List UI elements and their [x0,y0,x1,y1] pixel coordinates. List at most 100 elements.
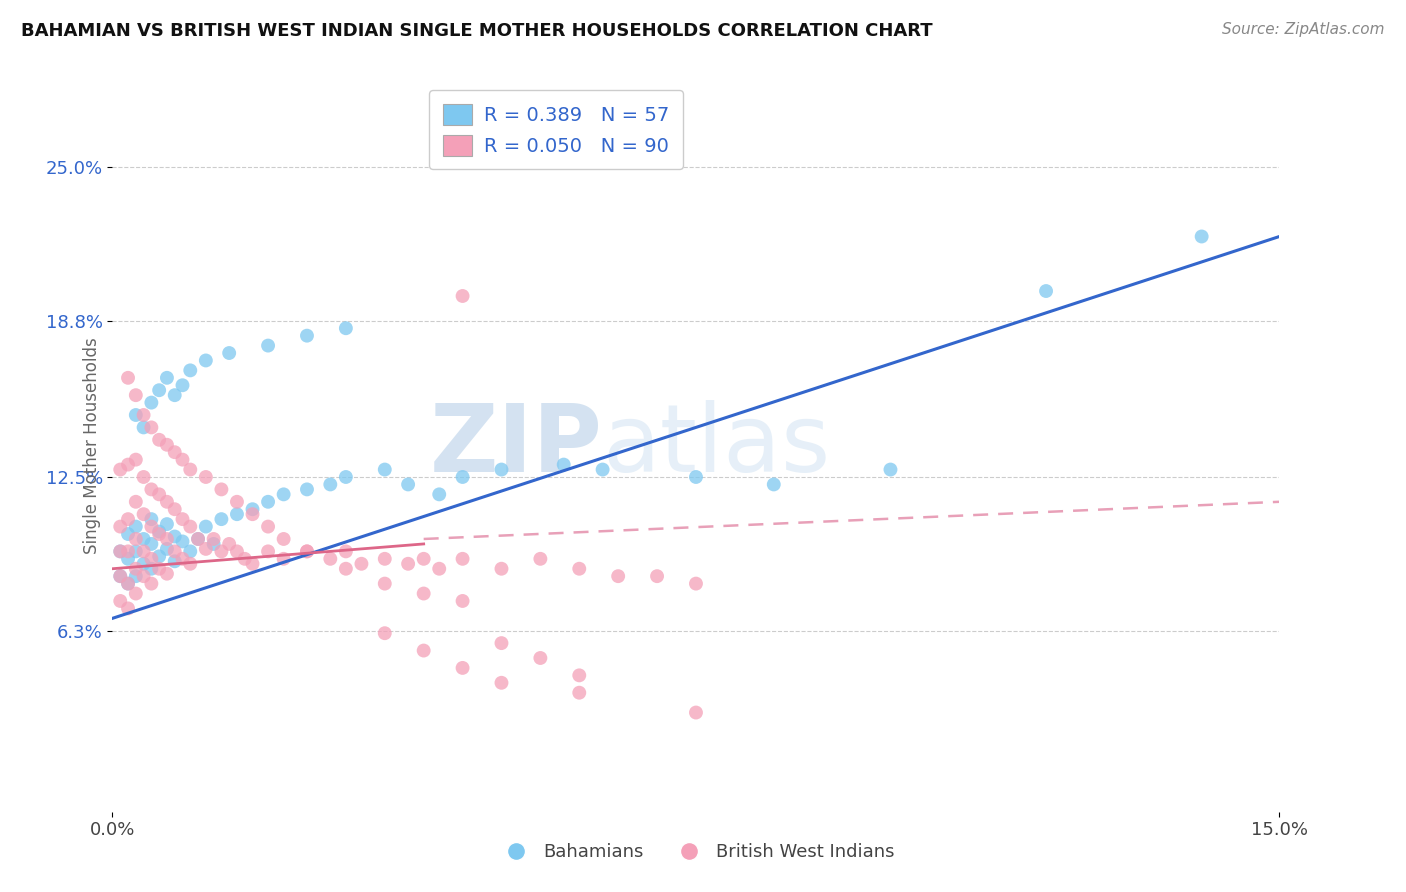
Point [645,569,668,583]
Point [117,601,139,615]
Point [117,458,139,472]
Point [117,576,139,591]
Point [396,477,419,491]
Point [412,643,434,657]
Point [491,636,513,650]
Point [295,544,318,558]
Point [209,544,232,558]
Point [163,502,186,516]
Point [335,470,357,484]
Point [685,576,707,591]
Point [117,544,139,558]
Point [172,551,194,566]
Point [148,487,170,501]
Point [335,544,357,558]
Point [427,562,450,576]
Point [879,462,901,476]
Point [148,527,170,541]
Point [148,433,170,447]
Point [491,462,513,476]
Point [273,551,295,566]
Text: BAHAMIAN VS BRITISH WEST INDIAN SINGLE MOTHER HOUSEHOLDS CORRELATION CHART: BAHAMIAN VS BRITISH WEST INDIAN SINGLE M… [21,22,932,40]
Point [209,483,232,497]
Point [125,586,148,600]
Point [117,512,139,526]
Point [172,512,194,526]
Text: Source: ZipAtlas.com: Source: ZipAtlas.com [1222,22,1385,37]
Point [568,668,591,682]
Point [125,519,148,533]
Point [451,594,474,608]
Point [132,420,155,434]
Point [141,483,163,497]
Point [179,557,201,571]
Point [335,562,357,576]
Point [607,569,630,583]
Point [396,557,419,571]
Y-axis label: Single Mother Households: Single Mother Households [83,338,101,554]
Point [156,566,179,581]
Text: ZIP: ZIP [430,400,603,492]
Point [125,569,148,583]
Point [568,562,591,576]
Point [242,502,264,516]
Point [148,524,170,539]
Point [194,519,217,533]
Point [218,346,240,360]
Point [295,544,318,558]
Point [257,544,280,558]
Point [110,544,132,558]
Legend: Bahamians, British West Indians: Bahamians, British West Indians [491,836,901,869]
Point [233,551,256,566]
Point [451,661,474,675]
Point [295,483,318,497]
Point [374,576,396,591]
Point [242,557,264,571]
Point [148,383,170,397]
Point [226,544,249,558]
Point [156,517,179,532]
Point [592,462,614,476]
Point [163,388,186,402]
Point [110,569,132,583]
Point [141,512,163,526]
Point [295,328,318,343]
Point [194,353,217,368]
Point [374,462,396,476]
Point [148,549,170,564]
Point [117,371,139,385]
Point [141,420,163,434]
Point [125,495,148,509]
Point [141,562,163,576]
Point [110,519,132,533]
Point [209,512,232,526]
Point [125,408,148,422]
Point [427,487,450,501]
Point [141,576,163,591]
Point [491,562,513,576]
Point [412,551,434,566]
Point [257,338,280,352]
Point [132,569,155,583]
Point [110,544,132,558]
Point [110,594,132,608]
Point [202,537,225,551]
Point [125,562,148,576]
Point [163,445,186,459]
Point [132,470,155,484]
Point [553,458,575,472]
Point [125,532,148,546]
Point [1191,229,1213,244]
Point [374,551,396,566]
Point [125,544,148,558]
Point [194,470,217,484]
Point [132,507,155,521]
Point [529,551,551,566]
Point [156,495,179,509]
Point [125,452,148,467]
Point [226,495,249,509]
Point [179,544,201,558]
Point [242,507,264,521]
Point [218,537,240,551]
Point [350,557,373,571]
